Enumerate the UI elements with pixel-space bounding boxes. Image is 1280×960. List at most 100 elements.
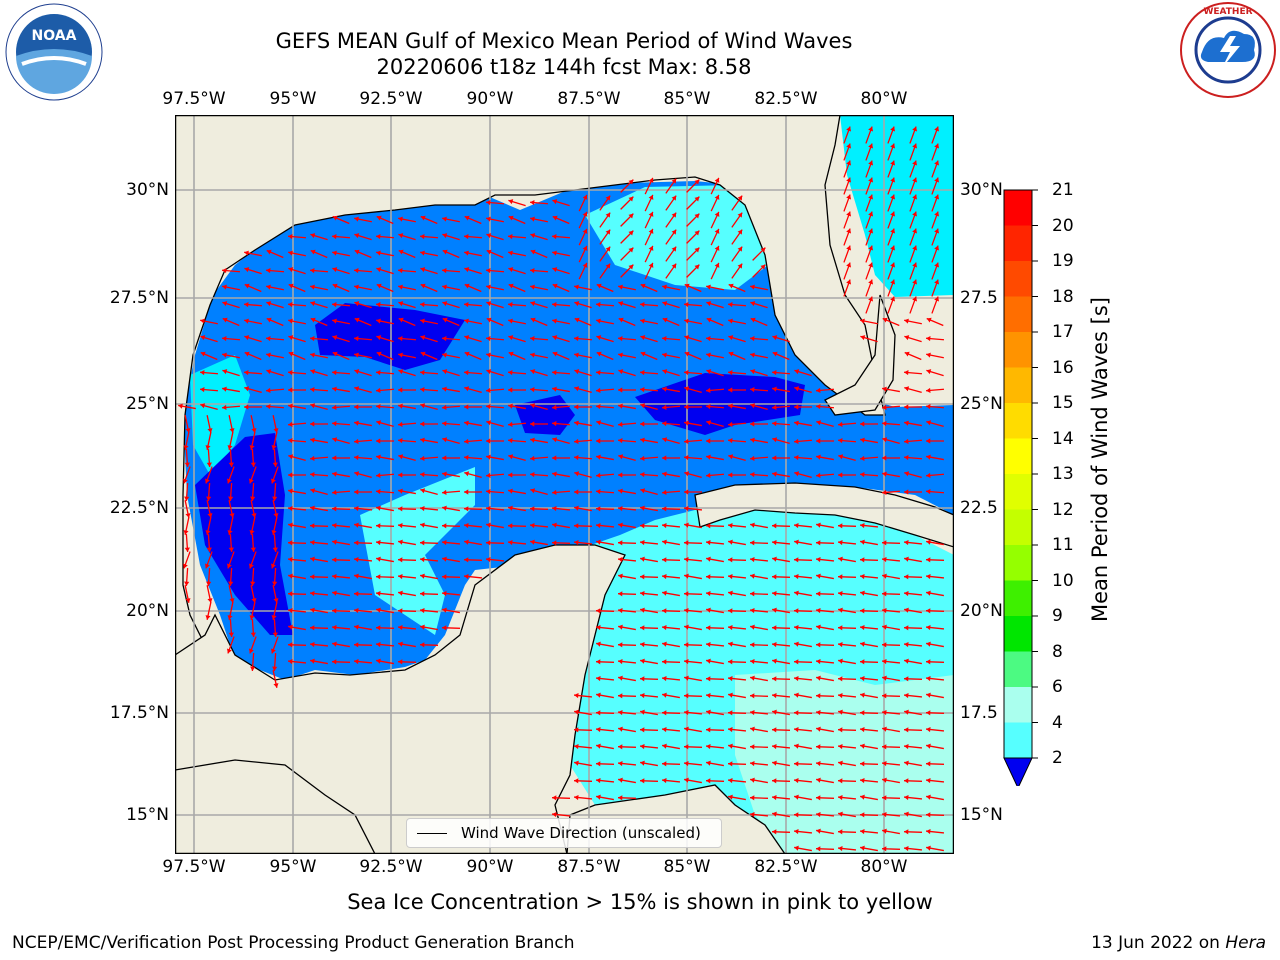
wind-arrow xyxy=(640,318,658,325)
bay-campeche-water-6-8s xyxy=(360,467,475,635)
wind-arrow xyxy=(837,625,857,631)
wind-arrow xyxy=(376,215,394,225)
wind-arrow xyxy=(420,624,438,631)
wind-arrow xyxy=(228,567,234,587)
wind-arrow xyxy=(221,404,241,410)
wind-arrow xyxy=(727,438,747,444)
wind-arrow xyxy=(309,336,329,342)
wind-arrow xyxy=(249,602,256,620)
wind-arrow xyxy=(931,126,940,144)
wind-arrow xyxy=(904,404,922,410)
wind-arrow xyxy=(578,211,588,229)
wind-arrow xyxy=(595,710,615,716)
wind-arrow xyxy=(272,482,278,502)
wind-arrow xyxy=(662,301,680,309)
wind-arrow xyxy=(332,471,350,478)
wind-arrow xyxy=(288,472,306,478)
wind-arrow xyxy=(486,216,504,223)
wind-arrow xyxy=(865,262,874,280)
wind-arrow xyxy=(684,777,702,784)
wind-arrow xyxy=(617,658,637,665)
wind-arrow xyxy=(925,726,945,733)
wind-arrow xyxy=(184,533,190,553)
wind-arrow xyxy=(771,743,791,750)
wind-arrow xyxy=(661,557,681,563)
wind-arrow xyxy=(705,472,725,478)
wind-arrow xyxy=(771,370,791,376)
wind-arrow xyxy=(838,811,856,818)
wind-arrow xyxy=(640,421,658,427)
lon-tick-top: 92.5°W xyxy=(359,89,423,109)
wind-arrow xyxy=(551,811,571,818)
wind-arrow xyxy=(310,556,328,563)
wind-arrow xyxy=(574,420,592,427)
sea-ice-caption: Sea Ice Concentration > 15% is shown in … xyxy=(347,890,933,914)
wind-arrow xyxy=(398,387,416,393)
wind-arrow xyxy=(222,352,240,359)
wind-arrow xyxy=(573,794,593,801)
wind-arrow xyxy=(706,658,724,665)
lat-tick-right: 22.5 xyxy=(960,498,998,518)
wind-arrow xyxy=(750,726,768,733)
wind-arrow xyxy=(815,387,835,393)
wind-arrow xyxy=(376,318,394,325)
wind-arrow xyxy=(794,590,812,597)
wind-arrow xyxy=(464,420,482,427)
wind-arrow xyxy=(184,448,190,468)
wind-arrow xyxy=(904,709,922,716)
wind-arrow xyxy=(244,267,262,275)
wind-arrow xyxy=(250,500,257,518)
wind-arrow xyxy=(815,744,835,750)
wind-arrow xyxy=(662,471,680,478)
wind-arrow xyxy=(397,608,417,614)
wind-arrow xyxy=(771,676,791,682)
wind-arrow xyxy=(793,726,813,733)
wind-arrow xyxy=(865,194,874,212)
wind-arrow xyxy=(288,624,306,631)
wind-arrow xyxy=(843,126,852,144)
colorbar-tick-label: 17 xyxy=(1052,322,1074,342)
wind-arrow xyxy=(728,539,746,546)
wind-arrow xyxy=(288,454,306,461)
wind-arrow xyxy=(485,268,505,274)
wind-arrow xyxy=(551,404,571,410)
wind-arrow xyxy=(860,794,878,801)
wind-arrow xyxy=(931,245,940,263)
wind-arrow xyxy=(441,404,461,410)
wind-arrow xyxy=(843,262,852,280)
colorbar-tick-label: 12 xyxy=(1052,499,1074,520)
wind-arrow xyxy=(684,522,702,529)
wind-arrow xyxy=(310,284,328,291)
colorbar-band xyxy=(1004,438,1032,475)
wind-arrow xyxy=(617,760,637,767)
wind-arrow xyxy=(420,335,438,343)
wind-arrow xyxy=(860,743,878,750)
wind-arrow xyxy=(750,777,768,784)
wind-arrow xyxy=(250,533,256,553)
colorbar-tick-label: 6 xyxy=(1052,677,1063,697)
wind-arrow xyxy=(228,448,234,468)
lon-tick-bottom: 95°W xyxy=(269,857,317,877)
wind-arrow xyxy=(442,471,460,478)
wind-arrow xyxy=(731,212,743,228)
wind-arrow xyxy=(272,567,278,587)
wind-arrow xyxy=(684,624,702,631)
wind-arrow xyxy=(640,760,658,767)
wind-arrow xyxy=(287,421,307,427)
wind-arrow xyxy=(463,506,483,512)
wind-arrow xyxy=(529,522,549,529)
wind-arrow xyxy=(596,335,614,343)
wind-arrow xyxy=(420,267,438,275)
wind-arrow xyxy=(331,370,351,376)
wind-arrow xyxy=(639,370,659,376)
wind-arrow xyxy=(222,317,240,327)
wind-arrow xyxy=(419,556,439,563)
wind-arrow xyxy=(226,466,235,484)
wind-arrow xyxy=(441,523,461,529)
wind-arrow xyxy=(710,194,720,212)
wind-arrow xyxy=(750,624,768,631)
wind-arrow xyxy=(926,641,944,648)
wind-arrow xyxy=(397,438,417,444)
wind-arrow xyxy=(552,335,570,343)
wind-arrow xyxy=(843,245,852,263)
